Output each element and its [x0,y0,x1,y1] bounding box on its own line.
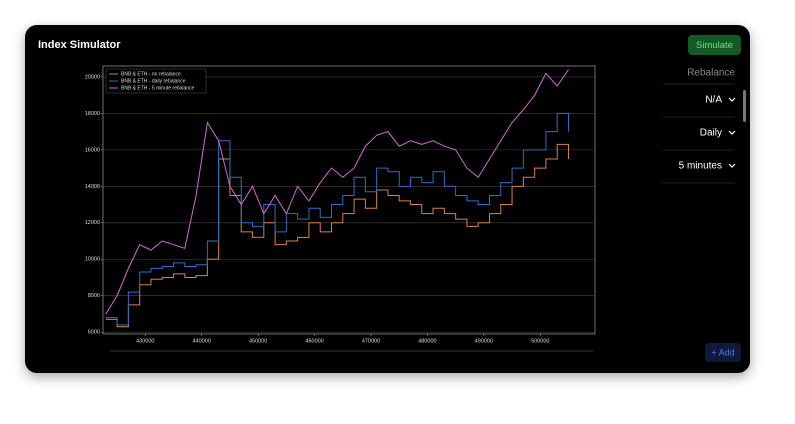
chevron[interactable] [728,130,736,135]
rebalance-option[interactable]: Daily [700,128,722,139]
y-tick-label: 20000 [85,74,100,80]
x-tick-label: 500000 [531,338,549,344]
y-tick-label: 8000 [88,293,100,299]
rebalance-option[interactable]: 5 minutes [679,161,722,172]
plot-frame [102,65,596,335]
card [25,25,750,373]
y-tick-label: 16000 [85,147,100,153]
series-line [105,112,569,326]
y-tick-label: 18000 [85,111,100,117]
y-tick-label: 14000 [85,184,100,190]
y-tick-label: 10000 [85,257,100,263]
x-tick-label: 460000 [305,338,323,344]
simulate-label[interactable]: Simulate [696,40,733,51]
add-button[interactable] [705,343,741,362]
chevron[interactable] [728,97,736,102]
series-line [105,143,569,328]
y-tick-label: 6000 [88,330,100,336]
x-tick-label: 450000 [249,338,267,344]
scrollbar [743,90,746,122]
rebalance-option[interactable]: N/A [705,95,722,106]
legend-box [105,68,207,94]
legend-label: BNB & ETH - no rebalance [121,71,181,77]
x-tick-label: 480000 [418,338,436,344]
x-tick-label: 470000 [362,338,380,344]
chevron[interactable] [728,163,736,168]
legend-label: BNB & ETH - 5 minute rebalance [121,85,195,91]
x-tick-label: 490000 [475,338,493,344]
app-title: Index Simulator [38,39,121,51]
x-tick-label: 440000 [193,338,211,344]
add-label[interactable]: + Add [711,347,734,357]
x-tick-label: 430000 [136,338,154,344]
series-line [105,69,569,315]
y-tick-label: 12000 [85,220,100,226]
simulate-button[interactable] [688,35,741,55]
panel-header: Rebalance [687,68,735,79]
legend-label: BNB & ETH - daily rebalance [121,78,186,84]
